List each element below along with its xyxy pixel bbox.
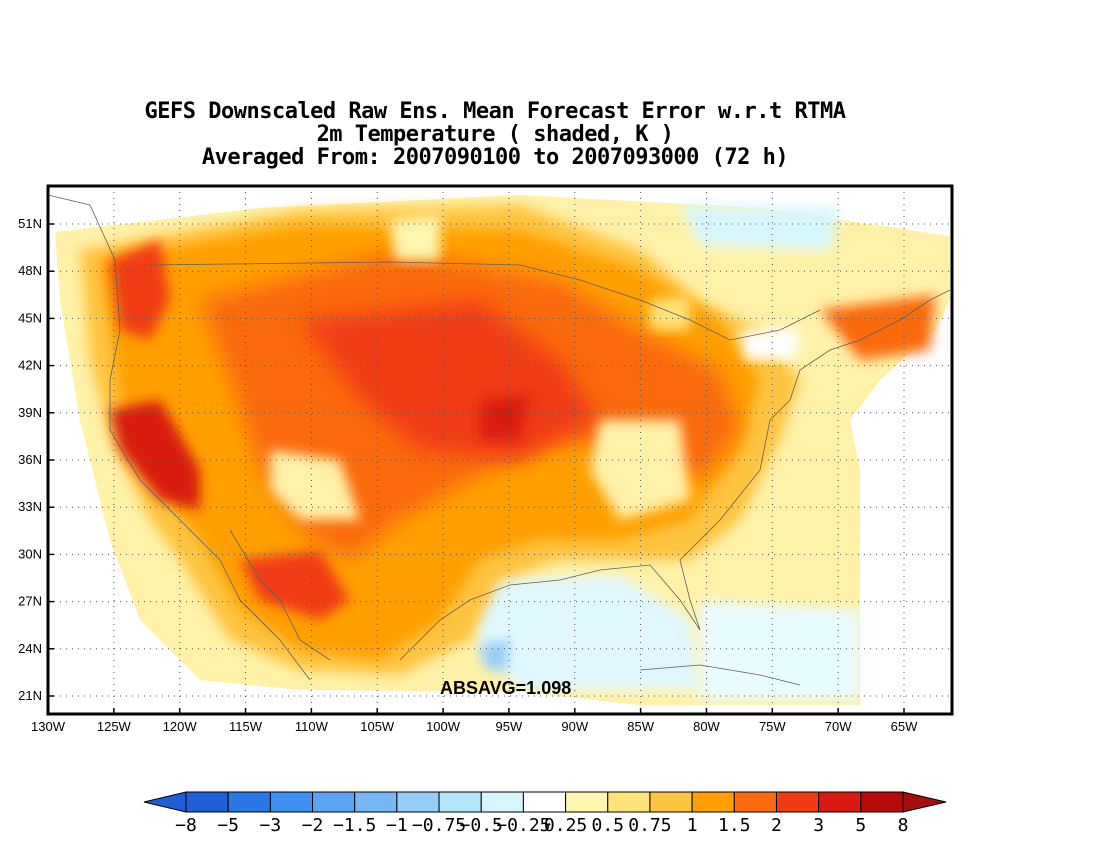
- title-line-2: 2m Temperature ( shaded, K ): [316, 122, 674, 147]
- absavg-annotation: ABSAVG=1.098: [440, 678, 571, 698]
- lon-tick-label: 80W: [693, 719, 720, 734]
- colorbar-swatch: [185, 791, 229, 813]
- lat-tick-label: 39N: [18, 405, 42, 420]
- colorbar-swatch: [522, 791, 567, 813]
- coastlines: [48, 194, 951, 686]
- lon-tick-label: 100W: [426, 719, 461, 734]
- colorbar-swatch: [227, 791, 271, 813]
- title-line-1: GEFS Downscaled Raw Ens. Mean Forecast E…: [144, 99, 846, 124]
- cuba-coast-line: [639, 664, 801, 686]
- colorbar-label: −0.25: [496, 815, 550, 836]
- lat-tick-label: 51N: [18, 216, 42, 231]
- core-hot-region: [300, 300, 600, 460]
- lat-tick-label: 45N: [18, 310, 42, 325]
- colorbar-low-arrow: [143, 791, 187, 813]
- colorbar-label: 0.75: [628, 815, 671, 836]
- southeast-light-area: [590, 420, 690, 520]
- lon-tick-label: 95W: [496, 719, 523, 734]
- lat-tick-label: 27N: [18, 594, 42, 609]
- lat-tick-label: 33N: [18, 499, 42, 514]
- plot-frame: [46, 184, 954, 716]
- gulf-east-coast-line: [399, 289, 951, 661]
- lat-lon-grid: [47, 186, 952, 714]
- colorbar-label: 0.25: [544, 815, 587, 836]
- lon-tick-label: 90W: [561, 719, 588, 734]
- lon-tick-label: 125W: [97, 719, 132, 734]
- lon-tick-label: 85W: [627, 719, 654, 734]
- colorbar-swatch: [312, 791, 356, 813]
- colorbar-swatch: [860, 791, 904, 813]
- colorbar: −8 −5 −3 −2 −1.5 −1 −0.75−0.5−0.250.25 0.5 0.75 1…: [143, 791, 947, 836]
- gulf-cool-area: [470, 575, 700, 690]
- lat-tick-label: 42N: [18, 358, 42, 373]
- colorbar-label: 2: [771, 815, 782, 836]
- colorbar-label: 5: [855, 815, 866, 836]
- colorbar-label: −0.75: [412, 815, 466, 836]
- colorbar-label: 8: [898, 815, 909, 836]
- arizona-hot-area: [240, 550, 350, 620]
- latitude-axis: 51N 48N 45N 42N 39N 36N 33N 30N 27N 24N 21N: [18, 216, 54, 703]
- map-title: GEFS Downscaled Raw Ens. Mean Forecast E…: [0, 100, 990, 169]
- colorbar-swatch: [354, 791, 398, 813]
- colorbar-label: 1: [687, 815, 698, 836]
- colorbar-swatch: [565, 791, 609, 813]
- colorbar-swatch: [438, 791, 482, 813]
- colorbar-label: −1.5: [333, 815, 376, 836]
- lon-tick-label: 65W: [891, 719, 918, 734]
- colorbar-swatch: [607, 791, 651, 813]
- colorbar-label: 0.5: [592, 815, 625, 836]
- lat-tick-label: 36N: [18, 452, 42, 467]
- lon-tick-label: 120W: [163, 719, 198, 734]
- lat-tick-label: 30N: [18, 546, 42, 561]
- west-coast-line: [48, 194, 311, 681]
- colorbar-swatch: [691, 791, 735, 813]
- california-hot-area: [110, 400, 200, 510]
- gulf-blue-patch: [480, 640, 510, 672]
- title-line-3: Averaged From: 2007090100 to 2007093000 …: [201, 145, 789, 170]
- colorbar-label: −3: [260, 815, 282, 836]
- gulf-of-california-line: [229, 529, 331, 661]
- canada-cool-area: [680, 205, 840, 250]
- lon-tick-label: 70W: [825, 719, 852, 734]
- caribbean-cool-area: [700, 600, 860, 700]
- colorbar-label: 3: [813, 815, 824, 836]
- colorbar-swatch: [733, 791, 777, 813]
- colorbar-swatch: [649, 791, 693, 813]
- colorbar-label: −5: [217, 815, 239, 836]
- colorbar-swatch: [396, 791, 440, 813]
- great-lakes-light-area: [740, 330, 800, 360]
- colorbar-swatch: [269, 791, 314, 813]
- lon-tick-label: 105W: [360, 719, 395, 734]
- longitude-axis: 130W 125W 120W 115W 110W 105W 100W 95W 90W 85W 80W…: [31, 708, 918, 734]
- lon-tick-label: 130W: [31, 719, 66, 734]
- colorbar-label: 1.5: [718, 815, 751, 836]
- lon-tick-label: 110W: [295, 719, 329, 734]
- temperature-field: [55, 195, 950, 705]
- lat-tick-label: 48N: [18, 263, 42, 278]
- colorbar-swatch: [775, 791, 820, 813]
- colorbar-label: −1: [386, 815, 408, 836]
- lat-tick-label: 21N: [18, 688, 42, 703]
- colorbar-label: −8: [175, 815, 197, 836]
- canada-border-line: [149, 261, 821, 341]
- colorbar-high-arrow: [902, 791, 947, 813]
- colorbar-label: −0.5: [460, 815, 503, 836]
- lon-tick-label: 115W: [229, 719, 263, 734]
- lat-tick-label: 24N: [18, 641, 42, 656]
- michigan-light-area: [650, 295, 690, 330]
- colorbar-swatch: [480, 791, 524, 813]
- lon-tick-label: 75W: [759, 719, 786, 734]
- southwest-light-area: [270, 450, 360, 520]
- colorbar-label: −2: [302, 815, 324, 836]
- colorbar-swatch: [818, 791, 862, 813]
- northern-light-area: [390, 215, 440, 260]
- central-hot-spot: [480, 395, 530, 440]
